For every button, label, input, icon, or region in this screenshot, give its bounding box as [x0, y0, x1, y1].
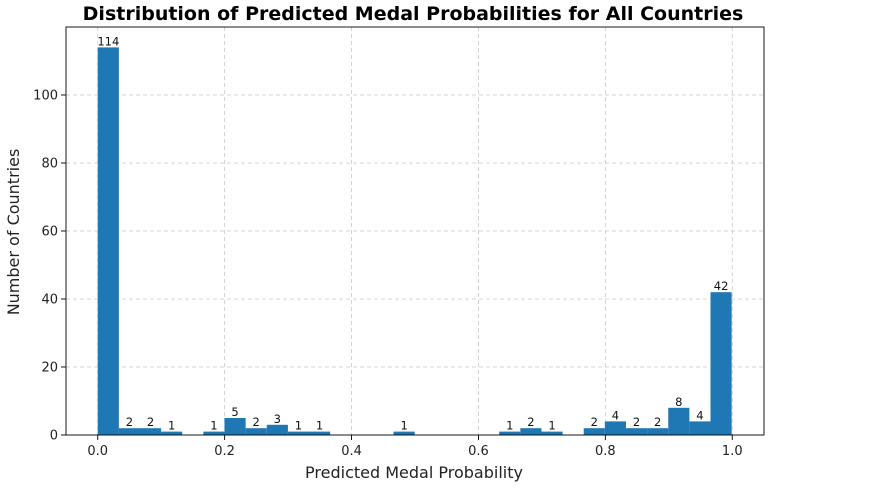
bars-layer: [97, 47, 732, 436]
y-tick-label: 40: [41, 293, 58, 308]
bar-value-label: 4: [612, 408, 619, 422]
bar-value-label: 3: [274, 412, 281, 426]
bar-value-label: 1: [295, 419, 302, 433]
histogram-bar: [604, 421, 626, 435]
y-tick-label: 0: [50, 429, 58, 444]
plot-frame: [65, 26, 765, 436]
grid-layer: [66, 27, 764, 436]
bar-value-label: 1: [210, 419, 217, 433]
histogram-bar: [710, 292, 732, 435]
x-tick-label: 0.6: [468, 444, 489, 459]
bar-value-label: 1: [400, 419, 407, 433]
bar-value-label: 42: [714, 279, 729, 293]
histogram-bar: [118, 428, 140, 435]
x-axis-label: Predicted Medal Probability: [305, 463, 523, 482]
bar-value-label: 2: [253, 415, 260, 429]
bar-value-label: 2: [654, 415, 661, 429]
histogram-bar: [266, 424, 288, 435]
bar-value-label: 1: [316, 419, 323, 433]
histogram-bar: [97, 47, 119, 436]
histogram-bar: [647, 428, 669, 435]
chart-title: Distribution of Predicted Medal Probabil…: [83, 3, 744, 25]
y-axis-label: Number of Countries: [4, 149, 23, 316]
histogram-bar: [309, 431, 331, 435]
histogram-bar: [689, 421, 711, 435]
histogram-bar: [583, 428, 605, 435]
y-tick-label: 80: [41, 157, 58, 172]
axes-layer: 0.0 0.2 0.4 0.6 0.8 1.0 0 20 40 60 80 100: [33, 26, 765, 459]
histogram-bar: [499, 431, 521, 435]
histogram-bar: [203, 431, 225, 435]
bar-value-label: 2: [147, 415, 154, 429]
histogram-bar: [224, 418, 246, 435]
histogram-bar: [520, 428, 542, 435]
histogram-bar: [245, 428, 267, 435]
x-tick-label: 0.2: [214, 444, 235, 459]
y-tick-label: 20: [41, 361, 58, 376]
bar-value-label: 114: [97, 34, 119, 48]
bar-value-label: 5: [231, 405, 238, 419]
histogram-bar: [625, 428, 648, 435]
bar-value-label: 2: [591, 415, 598, 429]
bar-value-label: 2: [527, 415, 534, 429]
y-tick-label: 60: [41, 225, 58, 240]
y-tick-label: 100: [33, 89, 58, 104]
bar-value-label: 2: [633, 415, 640, 429]
x-tick-label: 1.0: [722, 444, 743, 459]
bar-value-label: 8: [675, 395, 682, 409]
bar-value-label: 1: [506, 419, 513, 433]
bar-value-label: 1: [168, 419, 175, 433]
histogram-bar: [139, 428, 162, 435]
x-tick-label: 0.4: [341, 444, 362, 459]
histogram-bar: [287, 431, 310, 435]
histogram-bar: [393, 431, 415, 435]
bar-value-label: 2: [126, 415, 133, 429]
histogram-bar: [541, 431, 563, 435]
bar-value-label: 1: [548, 419, 555, 433]
bar-value-label: 4: [696, 408, 703, 422]
histogram-bar: [668, 407, 690, 435]
x-tick-label: 0.0: [87, 444, 108, 459]
histogram-bar: [161, 431, 183, 435]
x-tick-label: 0.8: [595, 444, 616, 459]
